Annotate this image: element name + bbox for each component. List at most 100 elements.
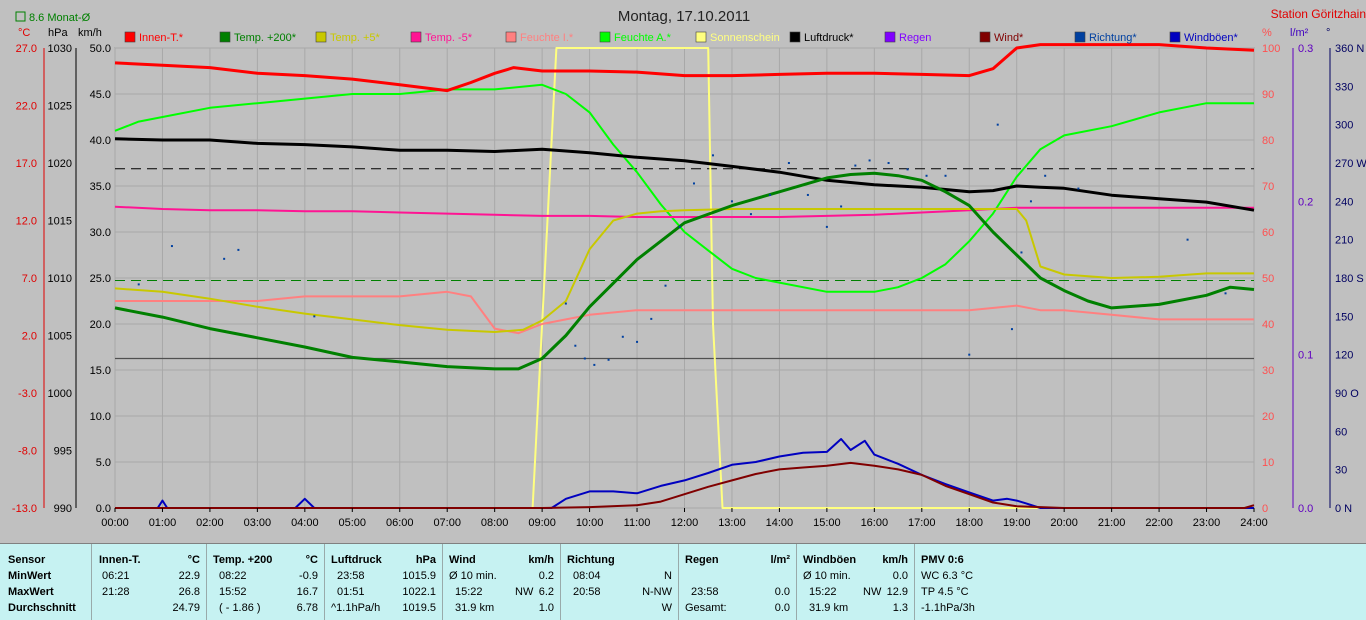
- stats-druck-min-value: 1015.9: [402, 570, 436, 582]
- stats-richtung-column: Richtung 08:04 N 20:58 N-NW W: [560, 544, 678, 620]
- direction-tick-label: 240: [1335, 196, 1353, 208]
- legend-swatch-feuchte-a: [599, 31, 611, 43]
- stats-regen-total-value: 0.0: [774, 602, 790, 614]
- stats-wind-max-time: 15:22: [455, 586, 483, 598]
- speed-tick-label: 30.0: [90, 227, 111, 239]
- stats-wind-avg10-label: Ø 10 min.: [449, 570, 497, 582]
- unit-percent: %: [1262, 27, 1272, 39]
- pressure-tick-label: 1005: [48, 331, 72, 343]
- direction-point: [607, 358, 610, 361]
- x-tick-label: 08:00: [481, 517, 509, 529]
- x-tick-label: 09:00: [528, 517, 556, 529]
- percent-tick-label: 50: [1262, 273, 1274, 285]
- temp-tick-label: 7.0: [22, 273, 37, 285]
- stats-temp200-column: Temp. +200 °C 08:22 -0.9 15:52 16.7 ( - 1.8…: [206, 544, 324, 620]
- direction-point: [868, 159, 871, 162]
- stats-sensor-column: Sensor MinWert MaxWert Durchschnitt: [0, 544, 90, 620]
- stats-regen-max-time: 23:58: [691, 586, 719, 598]
- unit-deg: °: [1326, 27, 1330, 39]
- stats-boeen-min-value: 0.0: [892, 570, 908, 582]
- x-tick-label: 05:00: [339, 517, 367, 529]
- direction-point: [636, 340, 639, 343]
- x-tick-label: 13:00: [718, 517, 746, 529]
- temp-tick-label: 17.0: [16, 158, 37, 170]
- stats-boeen-column: Windböen km/h Ø 10 min. 0.0 15:22 NW 12.9 31…: [796, 544, 914, 620]
- direction-tick-label: 180 S: [1335, 273, 1364, 285]
- direction-point: [574, 344, 577, 347]
- direction-tick-label: 360 N: [1335, 43, 1364, 55]
- direction-tick-label: 330: [1335, 81, 1353, 93]
- direction-point: [968, 353, 971, 356]
- stats-regen-max-value: 0.0: [774, 586, 790, 598]
- stats-wind-max-value: 6.2: [538, 586, 554, 598]
- stats-regen-total-label: Gesamt:: [685, 602, 727, 614]
- stats-pmv-column: PMV 0:6 WC 6.3 °C TP 4.5 °C -1.1hPa/3h: [914, 544, 1035, 620]
- direction-point: [806, 193, 809, 196]
- stats-richtung-avg-value: W: [661, 602, 672, 614]
- pressure-tick-label: 1000: [48, 388, 72, 400]
- monthly-avg-label: 8.6 Monat-Ø: [29, 12, 91, 24]
- stats-richtung-min-time: 08:04: [573, 570, 601, 582]
- direction-point: [749, 213, 752, 216]
- x-tick-label: 20:00: [1050, 517, 1078, 529]
- stats-wind-column: Wind km/h Ø 10 min. 0.2 15:22 NW 6.2 31.9 km…: [442, 544, 560, 620]
- series-line-temp-5: [114, 205, 1254, 218]
- chart-title: Montag, 17.10.2011: [618, 8, 750, 25]
- direction-point: [650, 317, 653, 320]
- pressure-tick-label: 1025: [48, 101, 72, 113]
- direction-tick-label: 120: [1335, 350, 1353, 362]
- temp-tick-label: 12.0: [16, 216, 37, 228]
- direction-tick-label: 60: [1335, 426, 1347, 438]
- stats-regen-column: Regen l/m² 23:58 0.0 Gesamt: 0.0: [678, 544, 796, 620]
- unit-speed: km/h: [78, 27, 102, 39]
- series-line-temp-200: [114, 171, 1255, 371]
- percent-tick-label: 100: [1262, 43, 1280, 55]
- series-line-feuchte-i: [115, 290, 1254, 335]
- stats-label-max: MaxWert: [8, 586, 54, 598]
- x-tick-label: 24:00: [1240, 517, 1268, 529]
- direction-tick-label: 30: [1335, 465, 1347, 477]
- speed-tick-label: 40.0: [90, 135, 111, 147]
- percent-tick-label: 40: [1262, 319, 1274, 331]
- direction-point: [768, 193, 771, 196]
- legend-swatch-regen: [884, 31, 896, 43]
- stats-innen-max-time: 21:28: [102, 586, 130, 598]
- legend-label-innen-t: Innen-T.*: [139, 32, 184, 44]
- speed-tick-label: 5.0: [96, 457, 111, 469]
- stats-innen-header: Innen-T.: [99, 554, 141, 566]
- percent-tick-label: 10: [1262, 457, 1274, 469]
- direction-point: [906, 168, 909, 171]
- series-line-windboeen: [115, 438, 1254, 509]
- stats-boeen-max-dir: NW: [863, 586, 882, 598]
- pressure-tick-label: 1015: [48, 216, 72, 228]
- direction-point: [170, 245, 173, 248]
- direction-point: [678, 225, 681, 228]
- stats-innen-min-time: 06:21: [102, 570, 130, 582]
- stats-richtung-min-value: N: [664, 570, 672, 582]
- rain-tick-label: 0.1: [1298, 350, 1313, 362]
- weather-chart: 00:00 01:00 02:00 03:00 04:00 05:00 06:00 07:00…: [11, 7, 1366, 529]
- stats-pmv-dewpoint: TP 4.5 °C: [921, 586, 969, 598]
- speed-tick-label: 45.0: [90, 89, 111, 101]
- stats-richtung-header: Richtung: [567, 554, 615, 566]
- series-line-feuchte-a: [114, 83, 1254, 293]
- percent-tick-label: 0: [1262, 503, 1268, 515]
- direction-point: [840, 205, 843, 208]
- stats-pmv-header: PMV 0:6: [921, 554, 964, 566]
- stats-innen-avg-value: 24.79: [172, 602, 200, 614]
- legend-label-feuchte-a: Feuchte A.*: [614, 32, 672, 44]
- legend-swatch-wind: [979, 31, 991, 43]
- temp-tick-label: 2.0: [22, 331, 37, 343]
- direction-point: [825, 225, 828, 228]
- pressure-tick-label: 1020: [48, 158, 72, 170]
- direction-point: [787, 162, 790, 164]
- percent-tick-label: 80: [1262, 135, 1274, 147]
- direction-point: [1029, 200, 1032, 203]
- temp-tick-label: 22.0: [16, 101, 37, 113]
- direction-tick-label: 270 W: [1335, 158, 1366, 170]
- direction-point: [137, 283, 140, 286]
- pressure-tick-label: 1010: [48, 273, 72, 285]
- stats-wind-unit: km/h: [528, 554, 554, 566]
- x-tick-label: 01:00: [149, 517, 177, 529]
- direction-point: [223, 257, 226, 260]
